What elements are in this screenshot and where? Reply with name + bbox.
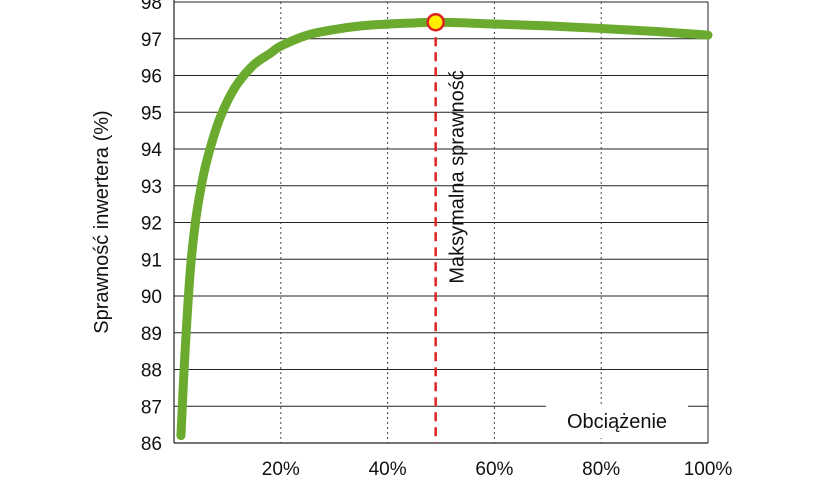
x-tick-label: 40% xyxy=(369,459,407,480)
y-tick-labels: 86 87 88 89 90 91 92 93 94 95 96 97 98 xyxy=(141,0,163,455)
y-tick-label: 93 xyxy=(141,177,162,198)
y-tick-label: 94 xyxy=(141,140,163,161)
max-efficiency-marker xyxy=(426,12,445,32)
y-tick-label: 95 xyxy=(141,103,162,124)
efficiency-curve xyxy=(176,17,713,441)
x-axis-label: Obciążenie xyxy=(567,411,667,433)
x-axis-label-background xyxy=(546,404,688,438)
max-efficiency-label: Maksymalna sprawność xyxy=(447,70,469,283)
axes xyxy=(173,0,709,444)
y-tick-label: 97 xyxy=(141,30,162,51)
y-tick-label: 92 xyxy=(141,214,162,235)
y-tick-label: 88 xyxy=(141,361,162,382)
y-tick-label: 91 xyxy=(141,250,162,271)
x-tick-label: 60% xyxy=(475,459,513,480)
y-axis-label: Sprawność inwertera (%) xyxy=(91,110,113,333)
annotation-layer: Maksymalna sprawność xyxy=(426,12,469,443)
y-tick-label: 87 xyxy=(141,397,162,418)
y-tick-label: 86 xyxy=(141,434,162,455)
y-tick-label: 90 xyxy=(141,287,162,308)
y-tick-label: 98 xyxy=(141,0,162,14)
x-tick-labels: 20% 40% 60% 80% 100% xyxy=(262,459,733,480)
x-tick-label: 100% xyxy=(684,459,733,480)
x-tick-label: 20% xyxy=(262,459,300,480)
x-tick-label: 80% xyxy=(582,459,620,480)
series-layer xyxy=(176,17,713,441)
y-tick-label: 96 xyxy=(141,67,162,88)
y-tick-label: 89 xyxy=(141,324,162,345)
grid-lines xyxy=(174,1,708,443)
